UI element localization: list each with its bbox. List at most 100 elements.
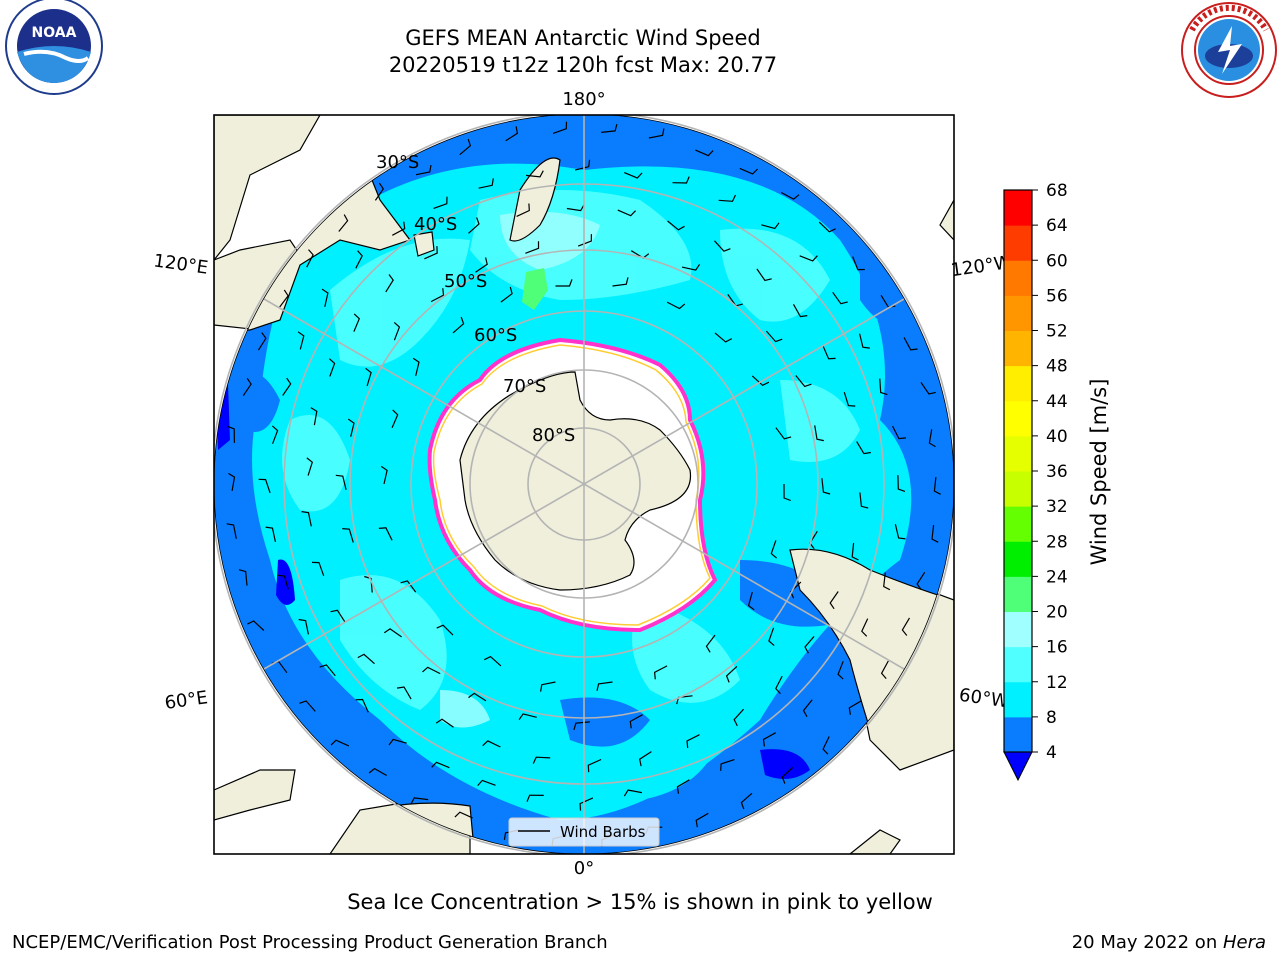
wind-barb <box>695 149 714 157</box>
lon-label-0: 0° <box>574 858 594 879</box>
wind-barb <box>424 246 438 260</box>
wind-barb <box>822 736 830 755</box>
footer-date: 20 May 2022 on Hera <box>1072 932 1266 953</box>
wind-barb <box>725 665 738 683</box>
wind-barb <box>335 474 347 490</box>
wind-barb <box>781 191 800 200</box>
wind-barb <box>301 511 312 527</box>
wind-barb <box>378 527 393 541</box>
wind-barb <box>814 425 824 442</box>
colorbar-tick-label: 4 <box>1046 743 1057 763</box>
wind-barb <box>355 698 369 713</box>
wind-barb <box>526 794 544 802</box>
wind-barb <box>478 178 494 189</box>
wind-barb <box>804 636 815 654</box>
wind-barb <box>623 789 643 797</box>
wind-barb <box>894 524 906 540</box>
noaa-logo: NOAA <box>5 0 103 95</box>
colorbar-tick-label: 64 <box>1046 216 1068 236</box>
colorbar-tick-label: 24 <box>1046 567 1068 587</box>
antarctica-land <box>459 371 692 591</box>
wind-barb <box>400 580 417 593</box>
graticule <box>214 115 954 854</box>
wind-barb <box>587 758 602 773</box>
wind-barb <box>837 661 844 680</box>
wind-barb <box>330 739 350 747</box>
wind-barb <box>718 194 737 202</box>
colorbar-under-extension <box>1003 751 1033 782</box>
wind-barb <box>338 214 349 232</box>
wind-barb <box>364 575 373 593</box>
wind-barb <box>385 274 394 293</box>
colorbar-tick-label: 60 <box>1046 251 1068 271</box>
colorbar-tick-label: 44 <box>1046 392 1068 412</box>
wind-barb <box>555 279 573 287</box>
wind-barb <box>666 301 686 310</box>
colorbar-tick-label: 16 <box>1046 638 1068 658</box>
wind-barb <box>484 655 502 667</box>
wind-barb <box>257 332 267 351</box>
wind-barb <box>832 291 848 305</box>
colorbar-tick-label: 36 <box>1046 462 1068 482</box>
wind-barb <box>282 377 292 396</box>
colorbar-bin <box>1004 681 1032 718</box>
wind-barb <box>242 377 252 397</box>
wind-barb <box>751 375 770 387</box>
wind-barb <box>629 714 643 729</box>
wind-barb <box>821 478 831 495</box>
colorbar-bin <box>1004 576 1032 612</box>
footer-host: Hera <box>1222 932 1266 953</box>
footer-date-text: 20 May 2022 on <box>1071 932 1223 953</box>
wind-barb <box>768 627 775 647</box>
wind-barb <box>540 681 556 692</box>
colorbar-bin <box>1004 435 1032 472</box>
colorbar-tick-label: 48 <box>1046 357 1068 377</box>
wind-barb <box>311 561 325 577</box>
wind-barb <box>596 681 613 691</box>
wind-barb <box>475 257 488 273</box>
colorbar-bin <box>1004 330 1032 367</box>
wind-barb <box>238 569 248 586</box>
lat-label-80s: 80°S <box>532 425 575 446</box>
nws-logo <box>1181 2 1277 98</box>
wind-barb <box>319 664 336 677</box>
colorbar-bin <box>1004 190 1032 226</box>
wind-barb <box>374 182 385 201</box>
wind-barb <box>412 357 420 377</box>
wind-barb <box>714 240 731 252</box>
colorbar-tick-label: 52 <box>1046 322 1068 342</box>
wind-barb <box>624 172 643 179</box>
colorbar-tick-label: 32 <box>1046 497 1068 517</box>
lat-label-70s: 70°S <box>503 376 546 397</box>
wind-barb <box>920 382 936 395</box>
wind-barb <box>861 618 869 637</box>
wind-barb <box>258 478 271 494</box>
colorbar-tick-label: 56 <box>1046 286 1068 306</box>
wind-speed-20-24 <box>522 268 548 310</box>
lon-label-120e: 120°E <box>152 250 209 278</box>
wind-barb <box>321 288 329 307</box>
wind-barb <box>686 734 700 749</box>
wind-barb <box>739 167 759 175</box>
wind-barb <box>452 316 465 334</box>
wind-barb <box>577 234 592 247</box>
wind-barb <box>848 700 862 715</box>
wind-barb <box>365 367 372 387</box>
wind-barb <box>380 465 388 485</box>
wind-barb <box>279 289 289 308</box>
wind-barb <box>368 767 387 777</box>
wind-barb <box>306 249 314 268</box>
wind-barb <box>897 475 906 492</box>
wind-barb <box>228 472 236 492</box>
wind-barb <box>430 288 445 303</box>
wind-barb <box>353 313 361 332</box>
wind-barb <box>818 221 836 233</box>
wind-barb <box>526 170 544 178</box>
wind-speed-under-4 <box>216 384 810 779</box>
wind-barb <box>822 345 836 360</box>
wind-barb <box>277 574 289 590</box>
title-line-1: GEFS MEAN Antarctic Wind Speed <box>405 26 761 50</box>
wind-barb <box>271 425 279 444</box>
wind-barb <box>330 609 346 623</box>
